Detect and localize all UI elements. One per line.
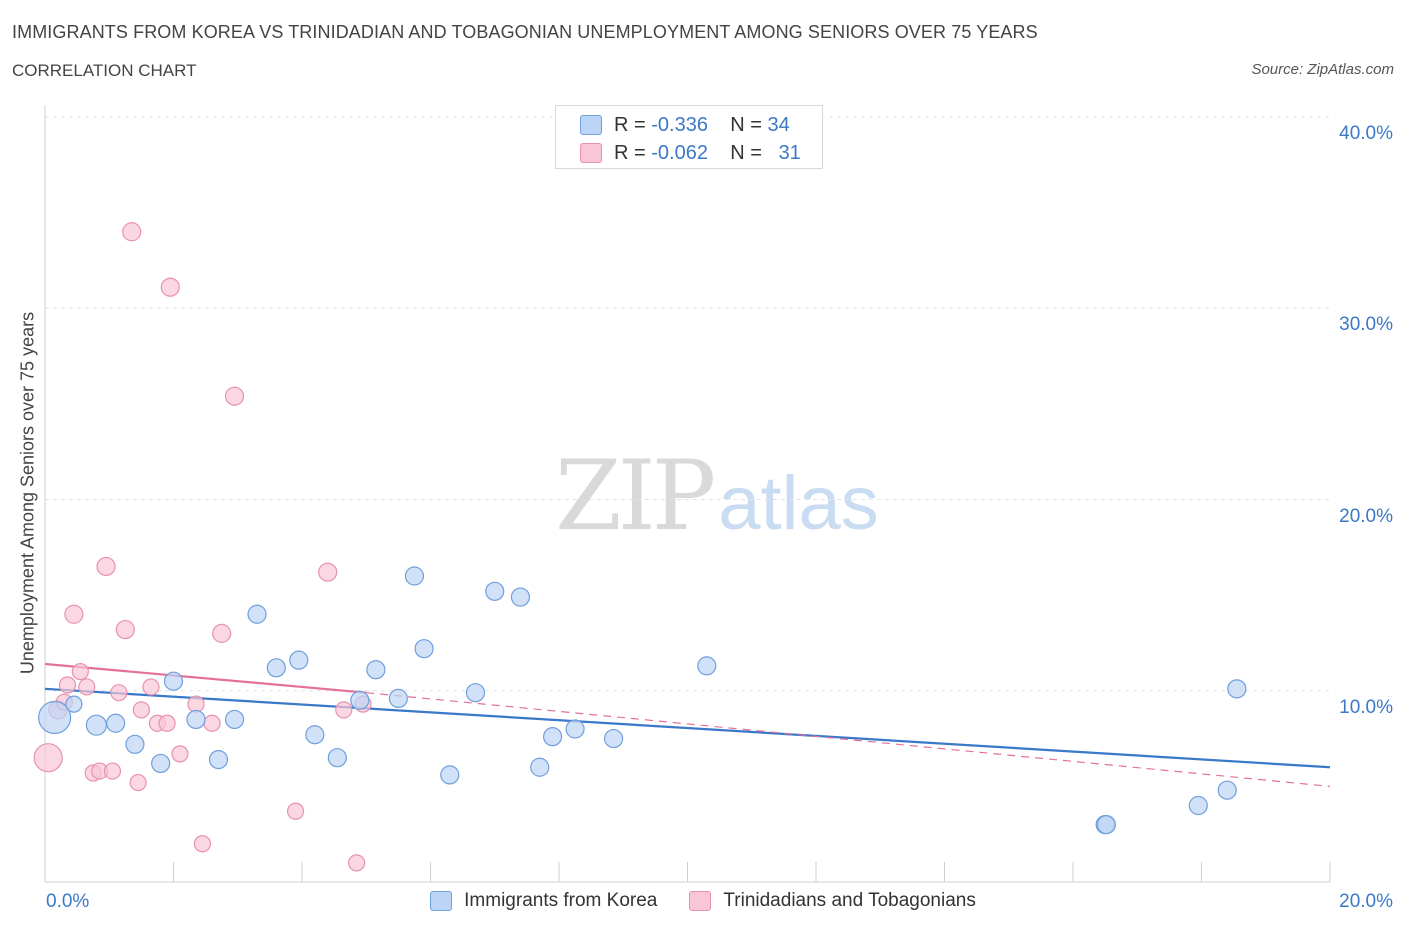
korea-point (697, 656, 717, 676)
korea-point (305, 725, 325, 745)
trini-point (132, 701, 150, 719)
watermark-atlas: atlas (718, 461, 879, 546)
korea-point (440, 765, 460, 785)
trini-point (318, 562, 338, 582)
trini-point (115, 619, 135, 640)
korea-point (224, 709, 245, 730)
trini-point (129, 773, 147, 792)
trini-point (171, 745, 189, 763)
korea-point (186, 709, 206, 730)
x-tick-label-max: 20.0% (1339, 891, 1393, 912)
korea-point (465, 683, 486, 703)
korea-point (350, 690, 370, 710)
n-value: 34 (767, 113, 790, 136)
r-label: R = (614, 141, 646, 164)
chart-subtitle: CORRELATION CHART (12, 61, 197, 80)
stats-row-trini: R = -0.062 N = 31 (580, 141, 801, 165)
korea-point (65, 695, 83, 713)
data-points (33, 222, 1247, 872)
trini-point (122, 222, 142, 242)
korea-point (247, 604, 267, 624)
trini-point (96, 556, 116, 577)
trini-point (78, 678, 96, 696)
trini-point (71, 663, 89, 681)
korea-point (542, 727, 563, 747)
stats-legend: R = -0.336 N = 34 R = -0.062 N = 31 (555, 105, 823, 169)
korea-point (404, 566, 425, 586)
source-label: Source: ZipAtlas.com (1251, 61, 1394, 78)
n-value: 31 (778, 141, 801, 164)
legend-item-korea[interactable]: Immigrants from Korea (430, 890, 657, 912)
trend-line-trini-extrapolated (366, 692, 1331, 787)
series-legend: Immigrants from Korea Trinidadians and T… (0, 890, 1406, 912)
trini-point (58, 676, 77, 694)
trend-line-korea (44, 687, 1331, 769)
korea-point (106, 713, 126, 733)
r-value: -0.062 (651, 141, 708, 164)
korea-swatch (580, 115, 602, 135)
n-label: N = (730, 113, 762, 136)
axes (44, 105, 1331, 883)
r-value: -0.336 (651, 113, 708, 136)
korea-point (530, 757, 550, 777)
korea-point (510, 587, 531, 607)
r-label: R = (614, 113, 646, 136)
trini-point (142, 678, 160, 696)
chart-title: IMMIGRANTS FROM KOREA VS TRINIDADIAN AND… (12, 22, 1038, 42)
korea-point (289, 650, 309, 670)
legend-label-trini: Trinidadians and Tobagonians (723, 890, 976, 911)
watermark: ZIPatlas (555, 440, 879, 552)
y-tick-label: 40.0% (1339, 123, 1393, 144)
trend-line-trini (44, 662, 367, 694)
trini-point (335, 701, 353, 719)
korea-point (366, 660, 386, 680)
trini-point (348, 854, 366, 872)
legend-label-korea: Immigrants from Korea (464, 890, 658, 911)
trend-lines (44, 662, 1331, 787)
legend-item-trini[interactable]: Trinidadians and Tobagonians (689, 890, 976, 912)
trini-point (158, 714, 176, 732)
korea-point (208, 749, 229, 770)
trini-point (187, 695, 205, 713)
trini-point (212, 623, 232, 643)
korea-point (1227, 679, 1247, 699)
korea-point (565, 719, 585, 739)
korea-legend-swatch (430, 891, 453, 911)
korea-point (1217, 780, 1237, 800)
y-axis-label: Unemployment Among Seniors over 75 years (17, 311, 38, 675)
korea-point (604, 728, 624, 749)
korea-point (1096, 815, 1117, 835)
watermark-zip: ZIP (555, 440, 716, 552)
korea-point (327, 748, 347, 768)
stats-row-korea: R = -0.336 N = 34 (580, 113, 790, 137)
trini-point (110, 684, 128, 702)
trini-swatch (580, 143, 602, 163)
trini-point (33, 743, 63, 773)
korea-point (388, 688, 408, 709)
y-tick-label: 20.0% (1339, 505, 1393, 527)
y-tick-label: 10.0% (1339, 696, 1393, 718)
trini-point (203, 714, 221, 732)
trini-legend-swatch (689, 891, 712, 911)
trini-point (224, 386, 245, 406)
korea-point (85, 714, 108, 736)
korea-point (38, 700, 72, 735)
y-tick-label: 30.0% (1339, 314, 1393, 336)
trini-point (286, 802, 305, 820)
korea-point (266, 658, 286, 678)
korea-point (151, 753, 171, 774)
korea-point (485, 581, 505, 601)
trini-point (193, 835, 212, 853)
x-tick-label-min: 0.0% (46, 891, 90, 912)
trini-point (64, 604, 84, 624)
n-label: N = (730, 141, 762, 164)
korea-point (163, 671, 184, 691)
trini-point (160, 277, 180, 297)
korea-point (414, 639, 434, 659)
korea-point (125, 734, 145, 754)
korea-point (1188, 795, 1208, 816)
trini-point (103, 762, 122, 780)
